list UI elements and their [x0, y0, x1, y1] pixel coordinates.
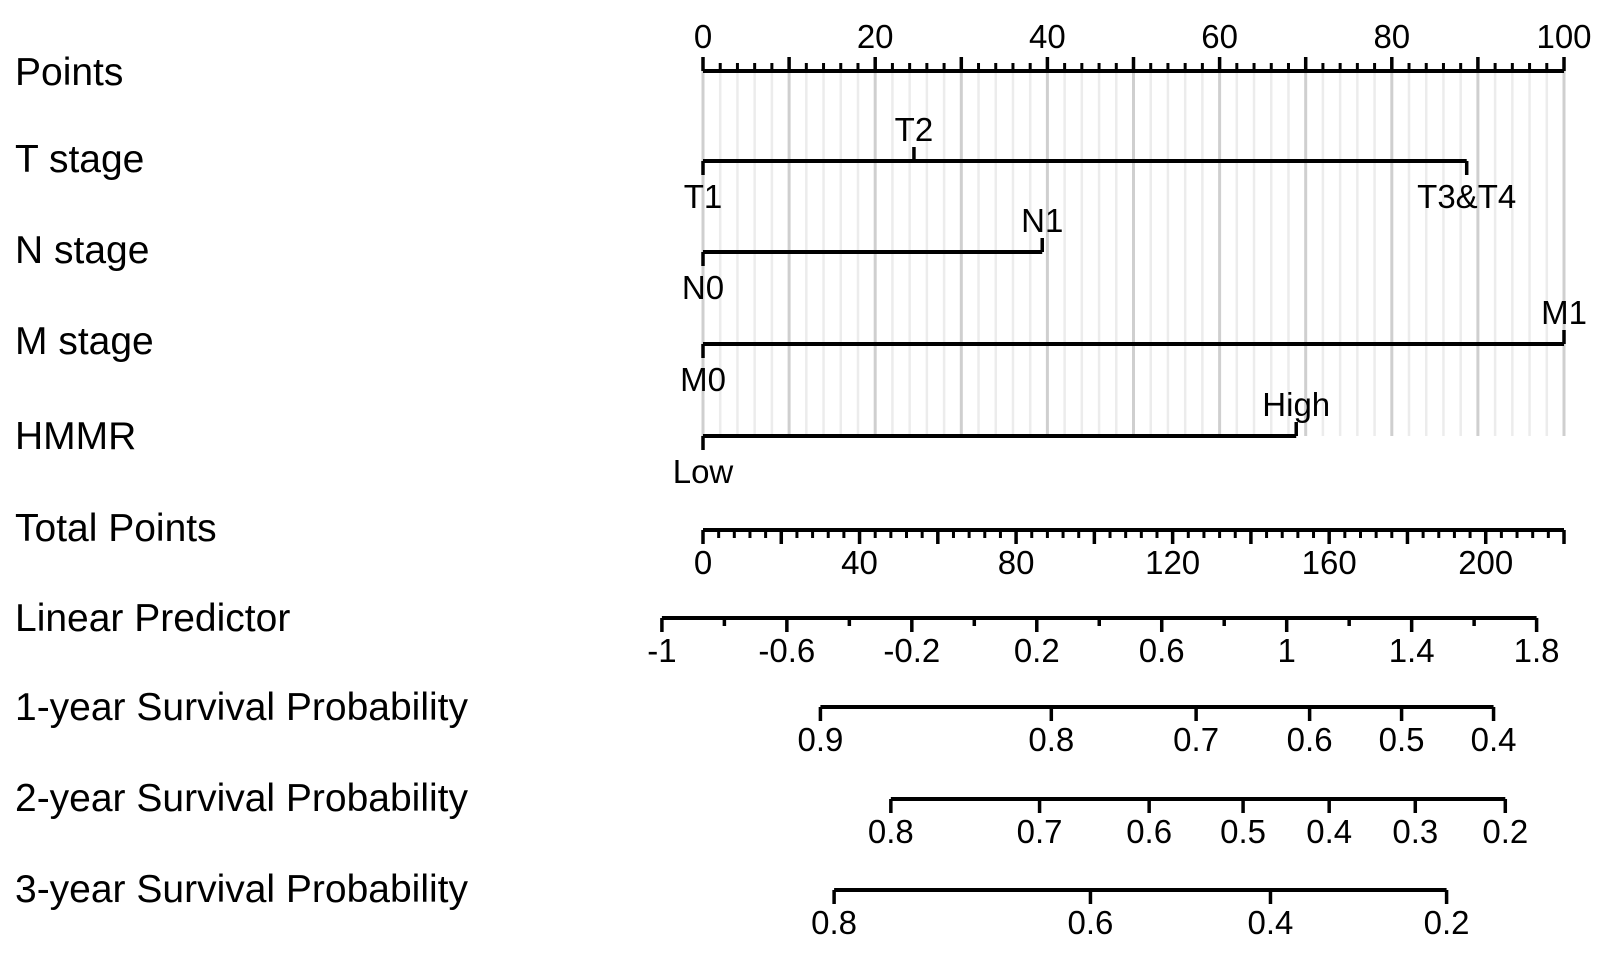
- scale-n-stage: N stage N0 N1: [15, 202, 1063, 306]
- surv-2y-tick-label: 0.5: [1220, 813, 1266, 850]
- row-label-surv-2y: 2-year Survival Probability: [15, 777, 469, 820]
- row-label-linear-predictor: Linear Predictor: [15, 597, 290, 640]
- linear-predictor-tick-label: 1: [1278, 632, 1296, 669]
- scale-m-stage: M stage M0 M1: [15, 294, 1587, 398]
- scale-points: Points 0 20 40 60 80 100: [15, 18, 1592, 94]
- n-stage-level-label: N0: [682, 269, 724, 306]
- t-stage-level-label: T1: [684, 178, 723, 215]
- row-label-total-points: Total Points: [15, 507, 217, 550]
- row-label-points: Points: [15, 51, 123, 94]
- row-label-hmmr: HMMR: [15, 415, 136, 458]
- linear-predictor-tick-label: -1: [647, 632, 676, 669]
- linear-predictor-tick-label: -0.6: [758, 632, 815, 669]
- surv-2y-tick-label: 0.7: [1017, 813, 1063, 850]
- points-tick-label: 100: [1536, 18, 1591, 55]
- surv-1y-tick-label: 0.8: [1028, 721, 1074, 758]
- surv-1y-tick-label: 0.7: [1173, 721, 1219, 758]
- surv-2y-tick-label: 0.4: [1306, 813, 1352, 850]
- t-stage-level-label: T3&T4: [1417, 178, 1516, 215]
- surv-2y-tick-label: 0.8: [868, 813, 914, 850]
- points-tick-label: 20: [857, 18, 894, 55]
- surv-3y-tick-label: 0.4: [1248, 904, 1294, 941]
- m-stage-level-label: M1: [1541, 294, 1587, 331]
- points-tick-label: 80: [1373, 18, 1410, 55]
- total-points-tick-label: 120: [1145, 544, 1200, 581]
- surv-1y-tick-label: 0.4: [1471, 721, 1517, 758]
- scale-total-points: Total Points 0 40 80 120 160 200: [15, 507, 1566, 581]
- row-label-surv-1y: 1-year Survival Probability: [15, 686, 469, 729]
- scale-surv-2y: 2-year Survival Probability 0.8 0.7 0.6 0.5 0…: [15, 777, 1528, 850]
- points-tick-label: 0: [694, 18, 712, 55]
- row-label-m-stage: M stage: [15, 320, 154, 363]
- hmmr-level-label: Low: [673, 453, 734, 490]
- surv-3y-tick-label: 0.2: [1424, 904, 1470, 941]
- surv-1y-tick-label: 0.5: [1379, 721, 1425, 758]
- scale-surv-3y: 3-year Survival Probability 0.8 0.6 0.4 0.2: [15, 868, 1470, 941]
- surv-3y-tick-label: 0.6: [1068, 904, 1114, 941]
- surv-3y-tick-label: 0.8: [811, 904, 857, 941]
- m-stage-level-label: M0: [680, 361, 726, 398]
- points-tick-label: 60: [1201, 18, 1238, 55]
- t-stage-level-label: T2: [895, 111, 934, 148]
- points-tick-label: 40: [1029, 18, 1066, 55]
- scale-surv-1y: 1-year Survival Probability 0.9 0.8 0.7 0.6 0…: [15, 686, 1516, 758]
- linear-predictor-tick-label: 1.4: [1389, 632, 1435, 669]
- total-points-tick-label: 40: [841, 544, 878, 581]
- row-label-n-stage: N stage: [15, 229, 149, 272]
- linear-predictor-tick-label: 1.8: [1514, 632, 1560, 669]
- row-label-surv-3y: 3-year Survival Probability: [15, 868, 469, 911]
- linear-predictor-tick-label: -0.2: [883, 632, 940, 669]
- scale-hmmr: HMMR Low High: [15, 386, 1330, 490]
- hmmr-level-label: High: [1262, 386, 1330, 423]
- surv-1y-tick-label: 0.9: [797, 721, 843, 758]
- total-points-tick-label: 0: [694, 544, 712, 581]
- surv-2y-tick-label: 0.3: [1392, 813, 1438, 850]
- scale-linear-predictor: Linear Predictor -1 -0.6 -0.2 0.2 0.6 1 1.4 1.8: [15, 597, 1560, 669]
- total-points-tick-label: 160: [1302, 544, 1357, 581]
- row-label-t-stage: T stage: [15, 138, 144, 181]
- n-stage-level-label: N1: [1021, 202, 1063, 239]
- surv-1y-tick-label: 0.6: [1287, 721, 1333, 758]
- surv-2y-tick-label: 0.6: [1126, 813, 1172, 850]
- scales: Points 0 20 40 60 80 100 T stage T1 T2 T3&T4 N stag…: [15, 18, 1592, 941]
- linear-predictor-tick-label: 0.6: [1139, 632, 1185, 669]
- linear-predictor-tick-label: 0.2: [1014, 632, 1060, 669]
- scale-t-stage: T stage T1 T2 T3&T4: [15, 111, 1516, 215]
- total-points-tick-label: 80: [998, 544, 1035, 581]
- total-points-tick-label: 200: [1458, 544, 1513, 581]
- surv-2y-tick-label: 0.2: [1482, 813, 1528, 850]
